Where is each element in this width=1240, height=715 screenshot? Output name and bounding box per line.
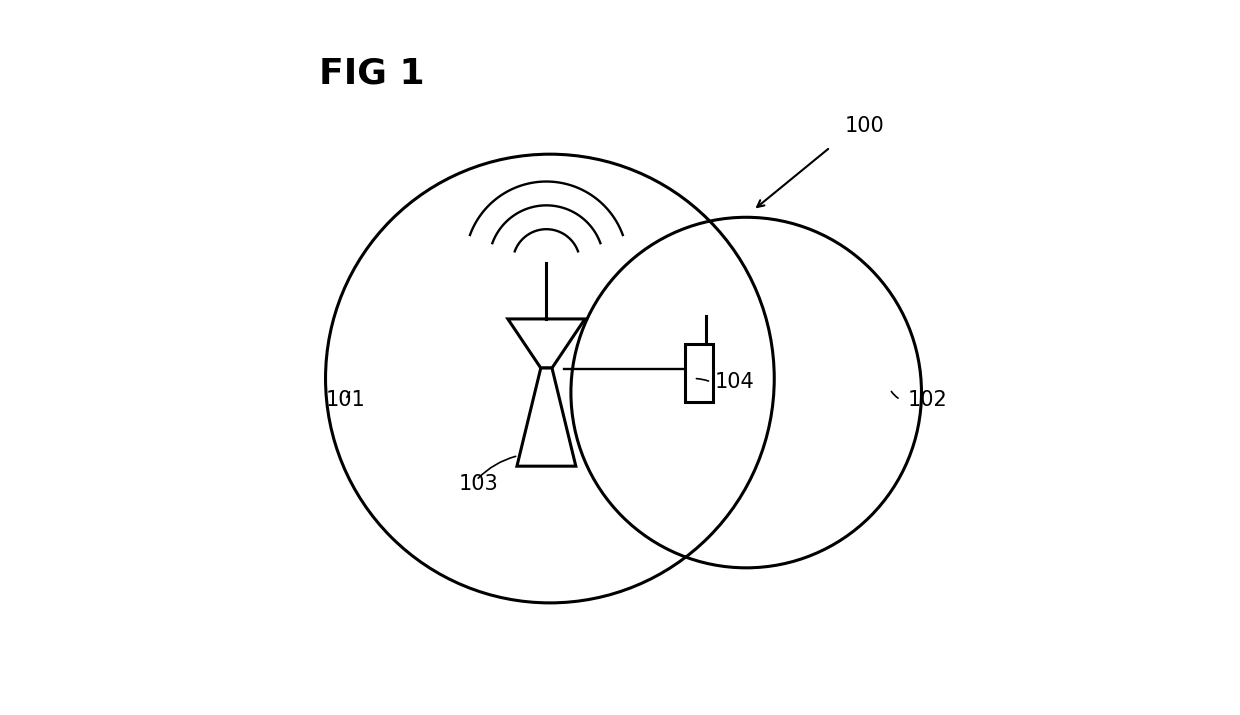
- Bar: [684, 344, 713, 402]
- Polygon shape: [517, 368, 575, 466]
- Text: 101: 101: [326, 390, 366, 410]
- Text: 102: 102: [908, 390, 947, 410]
- Text: FIG 1: FIG 1: [319, 56, 424, 90]
- Text: 100: 100: [844, 116, 884, 136]
- Polygon shape: [508, 319, 585, 368]
- Text: 104: 104: [714, 372, 754, 392]
- Text: 103: 103: [459, 474, 498, 493]
